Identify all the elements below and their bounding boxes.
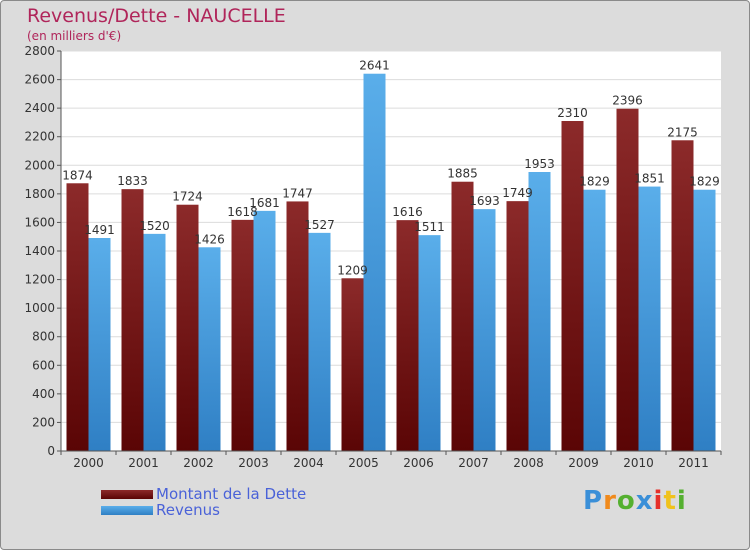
logo-letter: x	[635, 486, 654, 516]
data-label-debt: 1616	[392, 205, 423, 219]
y-tick-label: 800	[32, 330, 55, 344]
data-label-revenue: 1953	[524, 157, 555, 171]
x-tick-label: 2001	[128, 456, 159, 470]
bar-revenue	[473, 209, 496, 451]
bar-debt	[121, 189, 144, 451]
y-tick-label: 1000	[24, 301, 55, 315]
data-label-revenue: 1491	[84, 223, 115, 237]
data-label-debt: 1885	[447, 167, 478, 181]
data-label-revenue: 1426	[194, 232, 225, 246]
legend-swatch-debt	[101, 490, 153, 499]
data-label-revenue: 1520	[139, 219, 170, 233]
x-tick-label: 2000	[73, 456, 104, 470]
y-tick-label: 200	[32, 415, 55, 429]
bar-debt	[671, 140, 694, 452]
bar-debt	[451, 181, 474, 451]
data-label-debt: 1833	[117, 174, 148, 188]
y-tick-label: 2200	[24, 130, 55, 144]
bar-revenue	[88, 238, 111, 451]
bar-debt	[561, 121, 584, 451]
bar-debt	[176, 204, 199, 451]
bar-revenue	[638, 186, 661, 452]
data-label-revenue: 1681	[249, 196, 280, 210]
logo-letter: i	[676, 486, 687, 516]
data-label-debt: 1724	[172, 190, 203, 204]
data-label-debt: 1747	[282, 186, 313, 200]
logo-letter: o	[616, 486, 636, 516]
legend-swatch-revenue	[101, 506, 153, 515]
logo-letter: P	[583, 486, 604, 516]
x-tick-label: 2005	[348, 456, 379, 470]
axes: 0 200 400 600 800 1000 1200 1400 1600 1800 2000 220…	[24, 44, 722, 470]
logo-letter: r	[603, 486, 617, 516]
bar-debt	[616, 108, 639, 451]
data-label-revenue: 2641	[359, 59, 390, 73]
y-tick-label: 1200	[24, 273, 55, 287]
bar-debt	[341, 278, 364, 451]
data-label-revenue: 1693	[469, 194, 500, 208]
y-tick-label: 400	[32, 387, 55, 401]
bar-revenue	[528, 172, 551, 451]
data-label-revenue: 1851	[634, 172, 665, 186]
data-label-debt: 1209	[337, 263, 368, 277]
data-label-debt: 2310	[557, 106, 588, 120]
y-tick-label: 1400	[24, 244, 55, 258]
bar-revenue	[693, 189, 716, 451]
y-tick-label: 2600	[24, 73, 55, 87]
bar-revenue	[418, 235, 441, 451]
data-label-debt: 1618	[227, 205, 258, 219]
data-label-revenue: 1527	[304, 218, 335, 232]
y-tick-label: 1600	[24, 215, 55, 229]
y-tick-label: 1800	[24, 187, 55, 201]
bar-revenue	[308, 232, 331, 451]
data-label-debt: 1874	[62, 168, 93, 182]
proxiti-logo: Proxiti	[583, 486, 687, 516]
x-tick-label: 2002	[183, 456, 214, 470]
data-label-debt: 1749	[502, 186, 533, 200]
legend-label-debt: Montant de la Dette	[156, 485, 307, 503]
y-tick-label: 2800	[24, 44, 55, 58]
bar-debt	[66, 183, 89, 452]
bar-debt	[506, 201, 529, 451]
bar-revenue	[198, 247, 221, 451]
x-tick-label: 2006	[403, 456, 434, 470]
x-tick-label: 2010	[623, 456, 654, 470]
logo-letter: i	[653, 486, 664, 516]
data-label-revenue: 1829	[689, 175, 720, 189]
data-label-debt: 2175	[667, 125, 698, 139]
y-tick-label: 0	[47, 444, 55, 458]
bar-revenue	[363, 73, 386, 451]
y-tick-label: 2000	[24, 158, 55, 172]
data-label-debt: 2396	[612, 94, 643, 108]
legend-label-revenue: Revenus	[156, 501, 220, 519]
y-tick-label: 600	[32, 358, 55, 372]
bar-revenue	[143, 233, 166, 451]
bar-revenue	[253, 210, 276, 451]
x-tick-label: 2003	[238, 456, 269, 470]
data-label-revenue: 1829	[579, 175, 610, 189]
x-tick-label: 2011	[678, 456, 709, 470]
logo-letter: t	[663, 486, 677, 516]
x-tick-label: 2007	[458, 456, 489, 470]
chart-title: Revenus/Dette - NAUCELLE	[27, 5, 286, 27]
bar-revenue	[583, 189, 606, 451]
bar-debt	[286, 201, 309, 451]
chart-subtitle: (en milliers d'€)	[27, 29, 122, 43]
data-label-revenue: 1511	[414, 220, 445, 234]
x-tick-label: 2009	[568, 456, 599, 470]
x-tick-label: 2008	[513, 456, 544, 470]
bar-debt	[396, 220, 419, 451]
bar-debt	[231, 219, 254, 451]
gridlines	[61, 50, 721, 452]
bars	[66, 73, 716, 452]
x-tick-label: 2004	[293, 456, 324, 470]
y-tick-label: 2400	[24, 101, 55, 115]
